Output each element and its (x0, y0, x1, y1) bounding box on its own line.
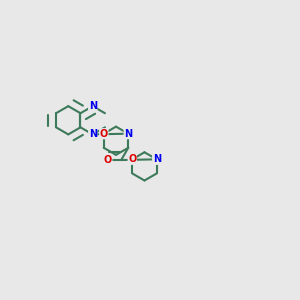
Text: O: O (100, 129, 108, 139)
Text: N: N (153, 154, 161, 164)
Text: O: O (103, 155, 112, 165)
Text: O: O (128, 154, 136, 164)
Text: N: N (89, 101, 97, 111)
Text: N: N (124, 129, 132, 139)
Text: N: N (89, 129, 97, 140)
